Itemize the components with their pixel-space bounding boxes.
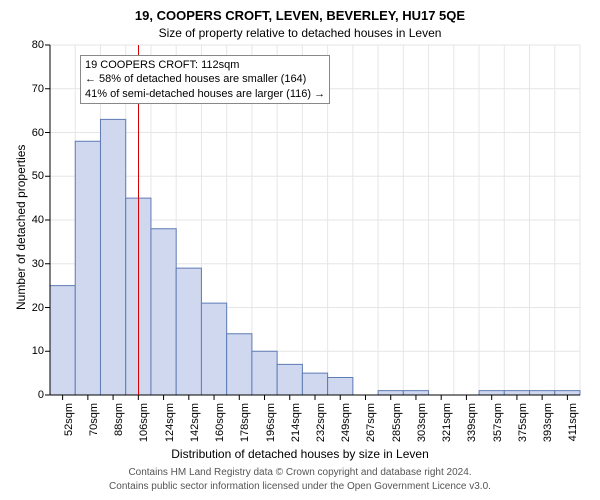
y-tick-label: 0 xyxy=(22,389,44,401)
x-tick-label: 70sqm xyxy=(88,403,100,453)
footer-line1: Contains HM Land Registry data © Crown c… xyxy=(0,467,600,478)
x-tick-label: 52sqm xyxy=(63,403,75,453)
x-tick-label: 214sqm xyxy=(290,403,302,453)
annotation-line3: 41% of semi-detached houses are larger (… xyxy=(85,87,325,101)
y-tick-label: 40 xyxy=(22,214,44,226)
y-tick-label: 60 xyxy=(22,127,44,139)
x-tick-label: 88sqm xyxy=(113,403,125,453)
chart-title-primary: 19, COOPERS CROFT, LEVEN, BEVERLEY, HU17… xyxy=(0,8,600,23)
marker-annotation: 19 COOPERS CROFT: 112sqm ← 58% of detach… xyxy=(80,55,330,104)
x-tick-label: 267sqm xyxy=(365,403,377,453)
x-tick-label: 321sqm xyxy=(441,403,453,453)
y-tick-label: 30 xyxy=(22,258,44,270)
y-tick-label: 70 xyxy=(22,83,44,95)
x-tick-label: 249sqm xyxy=(340,403,352,453)
x-tick-label: 411sqm xyxy=(567,403,579,453)
x-tick-label: 160sqm xyxy=(214,403,226,453)
x-tick-label: 232sqm xyxy=(315,403,327,453)
x-tick-label: 106sqm xyxy=(138,403,150,453)
y-tick-label: 20 xyxy=(22,302,44,314)
property-size-chart: 19, COOPERS CROFT, LEVEN, BEVERLEY, HU17… xyxy=(0,0,600,500)
y-tick-label: 80 xyxy=(22,39,44,51)
x-tick-label: 357sqm xyxy=(492,403,504,453)
chart-title-secondary: Size of property relative to detached ho… xyxy=(0,26,600,40)
y-tick-label: 50 xyxy=(22,170,44,182)
x-tick-label: 196sqm xyxy=(265,403,277,453)
x-tick-label: 393sqm xyxy=(542,403,554,453)
x-tick-label: 142sqm xyxy=(189,403,201,453)
x-tick-label: 178sqm xyxy=(239,403,251,453)
x-tick-label: 303sqm xyxy=(416,403,428,453)
annotation-line2: ← 58% of detached houses are smaller (16… xyxy=(85,72,325,86)
x-tick-label: 375sqm xyxy=(517,403,529,453)
y-tick-label: 10 xyxy=(22,345,44,357)
x-tick-label: 339sqm xyxy=(466,403,478,453)
x-tick-label: 285sqm xyxy=(391,403,403,453)
footer-line2: Contains public sector information licen… xyxy=(0,481,600,492)
annotation-line1: 19 COOPERS CROFT: 112sqm xyxy=(85,58,325,72)
x-tick-label: 124sqm xyxy=(164,403,176,453)
